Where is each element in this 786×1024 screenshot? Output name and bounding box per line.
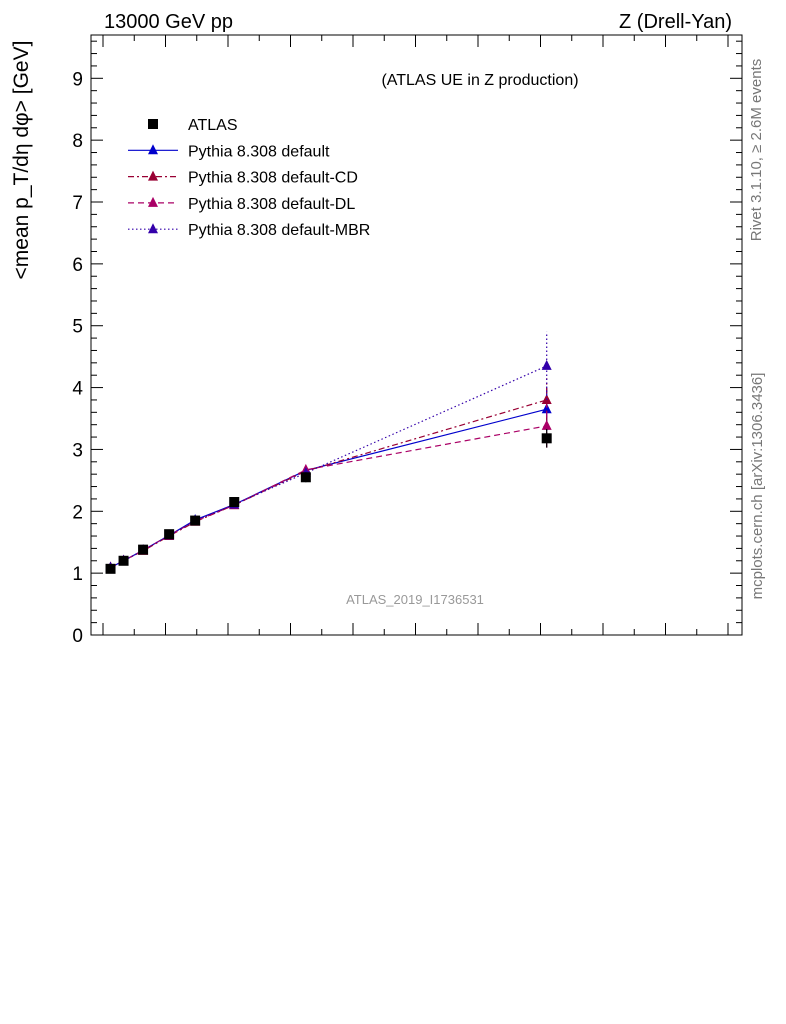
series-cd	[105, 378, 552, 572]
series-line-default	[110, 408, 547, 569]
y-tick-label: 0	[72, 626, 83, 647]
legend-label: Pythia 8.308 default-DL	[188, 196, 355, 213]
plot-frame	[90, 34, 743, 636]
series-layer	[105, 331, 552, 574]
legend-marker	[148, 223, 158, 234]
mcplots-credit-text: mcplots.cern.ch [arXiv:1306.3436]	[749, 373, 766, 600]
series-line-mbr	[110, 365, 547, 569]
y-tick-label: 5	[72, 317, 83, 338]
data-point	[541, 403, 552, 414]
series-line-cd	[110, 399, 547, 569]
y-tick-label: 1	[72, 564, 83, 585]
y-tick-label: 9	[72, 69, 83, 90]
data-point	[190, 515, 201, 526]
legend-label: Pythia 8.308 default-CD	[188, 170, 358, 187]
y-tick-label: 4	[72, 379, 83, 400]
data-point	[541, 419, 552, 430]
y-tick-label: 2	[72, 502, 83, 523]
legend: ATLAS Pythia 8.308 default Pythia 8.308 de…	[128, 117, 370, 239]
y-tick-labels: 0 1 2 3 4 5 6 7 8 9	[72, 69, 83, 647]
legend-label: Pythia 8.308 default	[188, 143, 330, 160]
legend-marker	[148, 119, 158, 129]
legend-item-data: ATLAS	[148, 117, 238, 134]
header-right: Z (Drell-Yan)	[619, 11, 732, 33]
legend-item-dl: Pythia 8.308 default-DL	[128, 196, 355, 213]
series-data	[105, 429, 552, 574]
data-point	[300, 472, 311, 483]
axis-ticks	[91, 35, 742, 636]
y-axis-label: <mean p_T/dη dφ> [GeV]	[10, 41, 33, 280]
data-point	[164, 529, 175, 540]
data-point	[138, 544, 149, 555]
data-point	[541, 433, 552, 444]
data-point	[105, 563, 116, 574]
data-point	[541, 359, 552, 370]
legend-marker	[148, 170, 158, 181]
y-tick-label: 6	[72, 255, 83, 276]
legend-marker	[148, 144, 158, 155]
y-tick-label: 7	[72, 193, 83, 214]
legend-label: ATLAS	[188, 117, 238, 134]
y-tick-label: 8	[72, 131, 83, 152]
legend-item-default: Pythia 8.308 default	[128, 143, 330, 160]
rivet-version-text: Rivet 3.1.10, ≥ 2.6M events	[748, 59, 765, 242]
legend-label: Pythia 8.308 default-MBR	[188, 222, 370, 239]
legend-item-mbr: Pythia 8.308 default-MBR	[128, 222, 370, 239]
plot-annotation: (ATLAS UE in Z production)	[381, 72, 578, 89]
data-point	[118, 555, 129, 566]
legend-item-cd: Pythia 8.308 default-CD	[128, 170, 358, 187]
series-dl	[105, 404, 552, 572]
series-line-dl	[110, 425, 547, 569]
y-tick-label: 3	[72, 440, 83, 461]
legend-marker	[148, 196, 158, 207]
analysis-watermark: ATLAS_2019_I1736531	[346, 592, 484, 607]
series-default	[105, 387, 552, 572]
header-left: 13000 GeV pp	[104, 11, 233, 33]
data-point	[229, 497, 240, 508]
